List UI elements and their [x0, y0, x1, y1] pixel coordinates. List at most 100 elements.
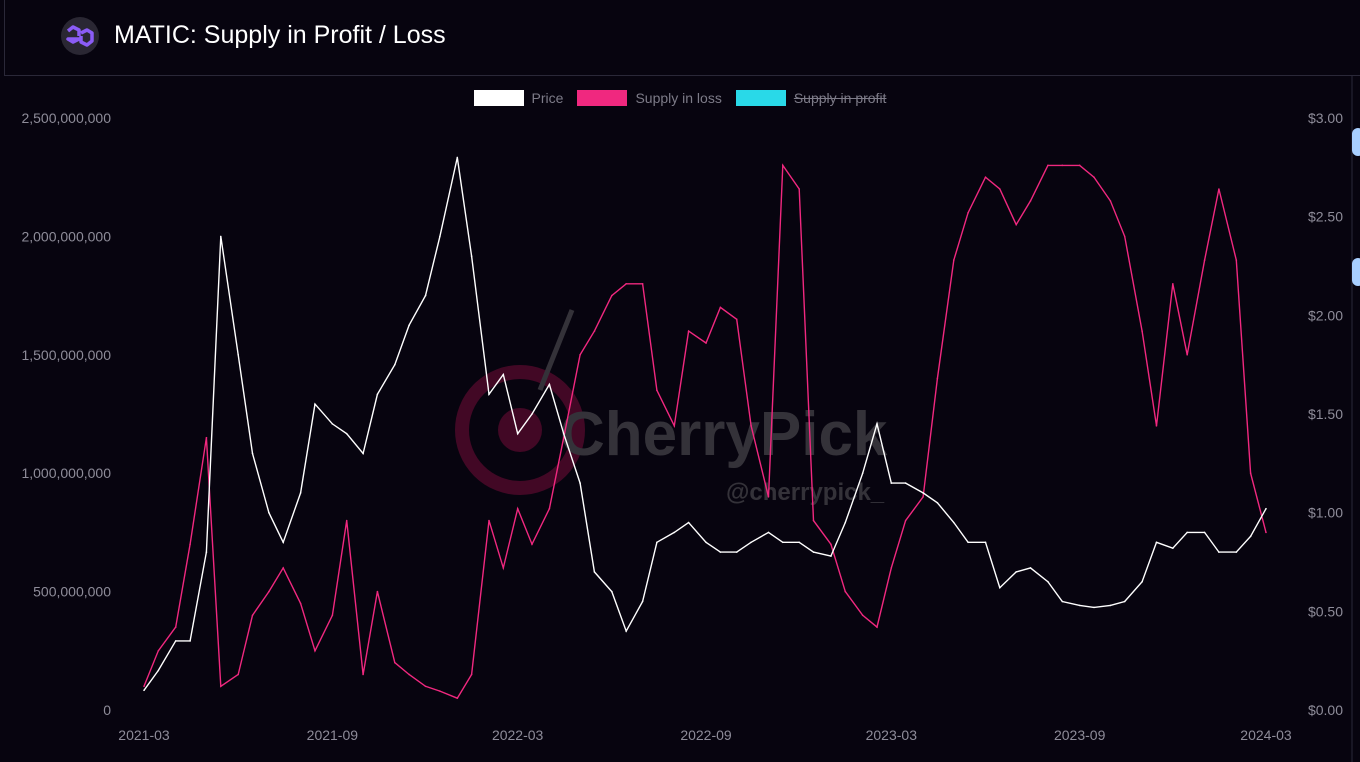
- data-point: [735, 551, 738, 553]
- data-point: [705, 342, 707, 344]
- watermark-handle: @cherrypick_: [726, 479, 885, 506]
- data-point: [1109, 200, 1112, 202]
- data-point: [1172, 282, 1174, 285]
- data-point: [782, 164, 784, 167]
- data-point: [362, 673, 364, 676]
- data-point: [1047, 580, 1049, 583]
- polygon-logo-icon: [61, 17, 99, 55]
- data-point: [830, 543, 832, 546]
- data-point: [237, 673, 239, 676]
- data-point: [548, 383, 551, 386]
- data-point: [1218, 188, 1220, 190]
- data-point: [798, 541, 800, 544]
- data-point: [922, 492, 924, 494]
- data-point: [579, 354, 581, 356]
- y-right-tick-label: $1.00: [1308, 505, 1343, 521]
- data-point: [299, 492, 302, 494]
- data-point: [812, 519, 815, 522]
- data-point: [1109, 604, 1112, 607]
- data-point: [1235, 551, 1238, 553]
- data-point: [641, 600, 644, 603]
- data-point: [767, 531, 770, 534]
- data-point: [1172, 547, 1174, 549]
- legend-swatch: [473, 90, 524, 106]
- data-point: [593, 330, 596, 332]
- data-point: [984, 176, 987, 178]
- data-point: [562, 436, 565, 439]
- data-point: [331, 614, 334, 617]
- watermark: CherryPick @cherrypick_: [455, 309, 888, 506]
- x-tick-label: 2024-03: [1240, 727, 1292, 743]
- data-point: [782, 541, 784, 544]
- data-point: [174, 626, 177, 628]
- y-right-tick-label: $0.50: [1308, 603, 1343, 619]
- data-point: [1061, 600, 1064, 603]
- data-point: [890, 482, 893, 484]
- data-point: [345, 519, 348, 522]
- data-point: [251, 614, 254, 617]
- data-point: [705, 541, 707, 544]
- data-point: [656, 541, 658, 544]
- y-right-tick-label: $2.00: [1308, 307, 1343, 323]
- data-point: [611, 590, 613, 593]
- data-point: [143, 689, 145, 692]
- data-point: [952, 521, 955, 524]
- data-point: [189, 640, 191, 642]
- data-point: [830, 555, 832, 557]
- watermark-brand: CherryPick: [560, 400, 888, 469]
- data-point: [1078, 164, 1081, 167]
- legend-item-supply-in-loss[interactable]: Supply in loss: [577, 90, 722, 106]
- data-point: [625, 630, 627, 632]
- data-point: [1235, 259, 1238, 261]
- data-point: [967, 211, 969, 214]
- data-point: [1249, 472, 1252, 475]
- x-tick-label: 2023-09: [1054, 727, 1106, 743]
- data-point: [890, 567, 893, 569]
- data-point: [219, 685, 222, 688]
- data-point: [1123, 235, 1126, 238]
- scroll-handle[interactable]: [1352, 258, 1360, 286]
- data-point: [936, 502, 939, 504]
- data-point: [750, 541, 752, 544]
- data-point: [876, 423, 878, 425]
- y-left-tick-label: 1,500,000,000: [21, 347, 111, 363]
- legend-swatch: [735, 90, 786, 106]
- data-point: [1203, 531, 1206, 534]
- y-left-tick-label: 2,500,000,000: [21, 110, 111, 126]
- data-point: [1015, 223, 1018, 226]
- data-point: [1029, 200, 1032, 202]
- data-point: [1265, 507, 1267, 510]
- data-point: [314, 403, 316, 405]
- y-left-tick-label: 0: [103, 702, 111, 718]
- data-point: [812, 551, 815, 553]
- data-point: [750, 425, 752, 427]
- data-point: [1141, 330, 1143, 332]
- data-point: [470, 255, 473, 257]
- data-point: [922, 496, 924, 498]
- data-point: [1186, 354, 1188, 356]
- data-point: [1123, 600, 1126, 603]
- legend-item-supply-in-profit[interactable]: Supply in profit: [735, 90, 886, 106]
- data-point: [593, 571, 596, 573]
- data-point: [861, 614, 864, 617]
- data-point: [625, 282, 627, 285]
- y-right-tick-label: $0.00: [1308, 702, 1343, 718]
- data-point: [314, 650, 316, 652]
- data-point: [719, 551, 722, 553]
- data-point: [967, 541, 969, 544]
- data-point: [1029, 567, 1032, 569]
- legend-label: Supply in loss: [635, 90, 722, 106]
- data-point: [268, 590, 270, 593]
- scroll-handle[interactable]: [1352, 128, 1360, 156]
- legend-item-price[interactable]: Price: [473, 90, 563, 106]
- data-point: [1015, 571, 1018, 573]
- data-point: [502, 373, 505, 376]
- data-point: [439, 690, 441, 692]
- y-right-tick-label: $1.50: [1308, 406, 1343, 422]
- data-point: [174, 640, 177, 642]
- data-point: [952, 259, 955, 261]
- data-point: [999, 586, 1001, 589]
- chart-header: MATIC: Supply in Profit / Loss: [4, 0, 1360, 76]
- y-right-tick-label: $2.50: [1308, 209, 1343, 225]
- data-point: [1093, 606, 1095, 609]
